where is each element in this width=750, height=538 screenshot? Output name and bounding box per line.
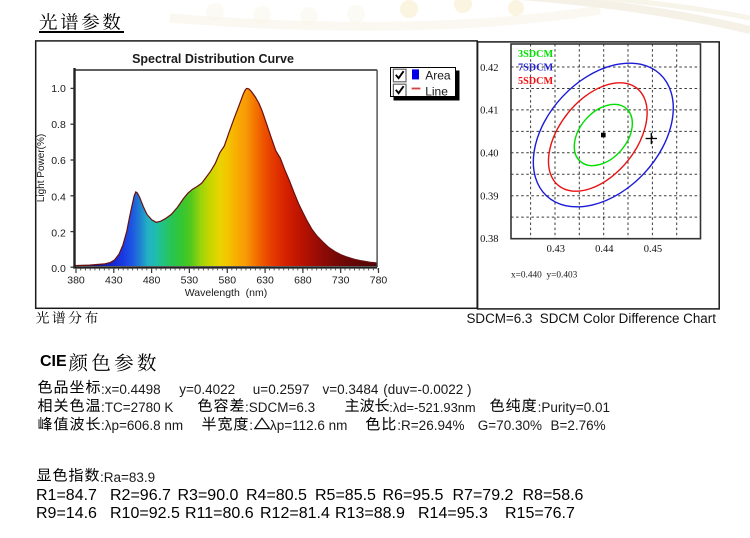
svg-text:0.39: 0.39 <box>480 192 498 203</box>
svg-text:7SDCM: 7SDCM <box>518 63 553 74</box>
svg-text:580: 580 <box>219 275 237 287</box>
svg-text:0.4: 0.4 <box>51 191 66 203</box>
svg-text:Line: Line <box>426 84 449 96</box>
svg-text:380: 380 <box>67 275 85 287</box>
svg-text:530: 530 <box>181 275 199 287</box>
svg-text:0.8: 0.8 <box>51 119 66 131</box>
svg-text:0.42: 0.42 <box>480 63 498 74</box>
svg-text:0.43: 0.43 <box>547 244 565 255</box>
svg-text:Wavelength (nm): Wavelength (nm) <box>185 287 267 299</box>
svg-text:0.38: 0.38 <box>480 234 498 245</box>
svg-text:680: 680 <box>294 275 312 287</box>
svg-text:0.0: 0.0 <box>51 263 66 275</box>
svg-text:Area: Area <box>426 69 452 83</box>
svg-text:0.40: 0.40 <box>480 149 498 160</box>
svg-text:0.2: 0.2 <box>51 227 66 239</box>
svg-text:1.0: 1.0 <box>51 83 66 95</box>
svg-text:0.44: 0.44 <box>595 244 614 255</box>
svg-text:480: 480 <box>143 275 161 287</box>
svg-text:3SDCM: 3SDCM <box>518 49 553 60</box>
svg-text:630: 630 <box>256 275 274 287</box>
svg-text:0.6: 0.6 <box>51 155 66 167</box>
svg-text:Spectral Distribution Curve: Spectral Distribution Curve <box>132 52 294 66</box>
svg-text:Light Power(%): Light Power(%) <box>36 134 47 202</box>
svg-text:730: 730 <box>332 275 350 287</box>
svg-text:0.45: 0.45 <box>644 244 662 255</box>
svg-text:430: 430 <box>105 275 123 287</box>
svg-text:780: 780 <box>370 275 388 287</box>
svg-text:x=0.440 y=0.403: x=0.440 y=0.403 <box>511 271 578 281</box>
svg-text:5SDCM: 5SDCM <box>518 76 553 87</box>
svg-text:0.41: 0.41 <box>480 106 498 117</box>
